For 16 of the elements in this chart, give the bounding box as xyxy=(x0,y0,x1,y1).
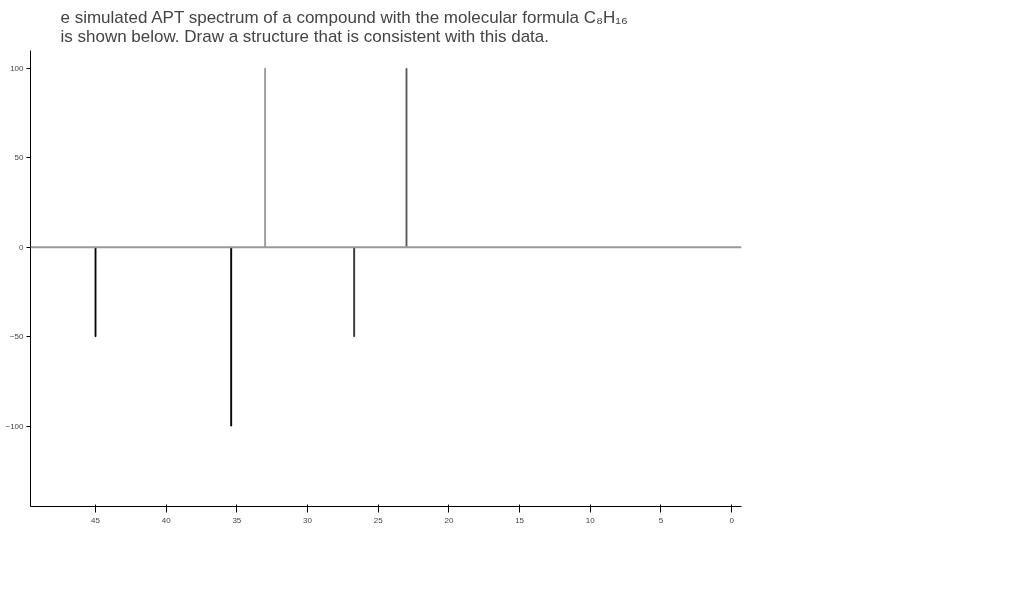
x-tick-label: 25 xyxy=(373,515,384,525)
y-tick-label: −50 xyxy=(9,332,25,342)
x-tick-label: 10 xyxy=(585,515,596,525)
x-tick-label: 0 xyxy=(729,515,735,525)
chart-title: e simulated APT spectrum of a compound with the molecular formula C₈H₁₆ is shown below. Draw a structure that is consistent with this data. xyxy=(60,7,628,46)
x-tick-label: 30 xyxy=(303,515,313,525)
x-tick-label: 35 xyxy=(232,515,242,525)
x-tick-label: 20 xyxy=(444,515,454,525)
x-tick-label: 15 xyxy=(515,515,525,525)
x-tick-label: 45 xyxy=(91,515,101,525)
x-tick-label: 40 xyxy=(161,515,172,525)
y-tick-label: 0 xyxy=(19,242,25,252)
y-tick-label: −100 xyxy=(5,421,25,431)
x-tick-label: 5 xyxy=(658,515,664,525)
y-tick-label: 50 xyxy=(14,153,25,163)
y-tick-label: 100 xyxy=(10,63,25,73)
